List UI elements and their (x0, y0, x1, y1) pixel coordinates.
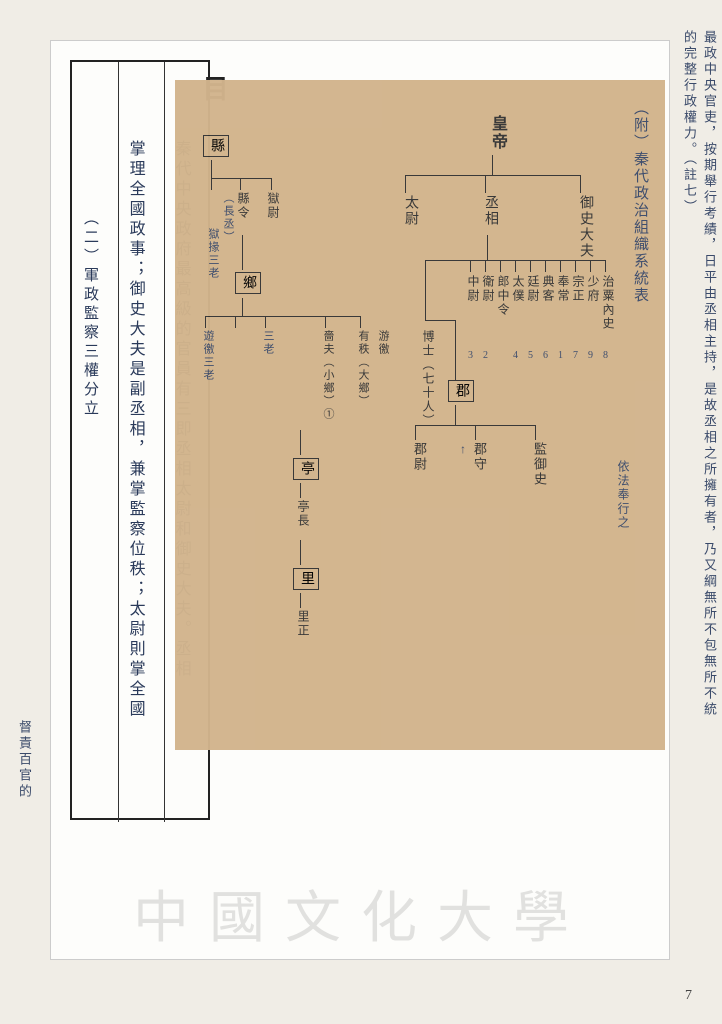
node-minister: 典客 (540, 275, 557, 303)
node-yuwwei: 獄尉 (265, 192, 282, 220)
minister-num: 4 (510, 350, 521, 363)
node-boshi: 博士（七十人） (420, 330, 437, 428)
node-youjiao2: 遊徼三老 (200, 330, 216, 382)
tree-line (425, 260, 426, 320)
node-minister: 少府 (585, 275, 602, 303)
tree-line (500, 260, 501, 272)
tree-line (360, 316, 361, 328)
tree-line (475, 425, 476, 440)
node-li-box: 里 (293, 568, 319, 590)
tree-line (271, 178, 272, 190)
node-minister: 郎中令 (495, 275, 512, 317)
node-minister: 廷尉 (525, 275, 542, 303)
margin-right-note-2: 的完整行政權力。（註七） (680, 30, 699, 430)
node-emperor: 皇帝 (485, 115, 509, 151)
node-sanlao: 三老 (260, 330, 276, 356)
node-xian-box: 縣 (203, 135, 229, 157)
node-minister: 中尉 (465, 275, 482, 303)
tree-line (405, 175, 406, 193)
tree-line (300, 483, 301, 498)
ruled-col-2: 掌理全國政事；御史大夫是副丞相，兼掌監察位秩；太尉則掌全國 (122, 140, 148, 840)
minister-num: 2 (480, 350, 491, 363)
minister-num: 5 (525, 350, 536, 363)
node-jianyushi: 監御史 (530, 442, 549, 487)
tree-line (605, 260, 606, 272)
minister-num: 1 (555, 350, 566, 363)
node-junshou: 郡守 (470, 442, 489, 472)
tree-line (530, 260, 531, 272)
tree-line (205, 316, 360, 317)
tree-line (242, 298, 243, 316)
tree-line (405, 175, 580, 176)
node-junwei: 郡尉 (410, 442, 429, 472)
tree-line (485, 260, 486, 272)
minister-num: 7 (570, 350, 581, 363)
tree-line (300, 430, 301, 455)
node-xianling: 縣令 (235, 192, 252, 220)
minister-num: 6 (540, 350, 551, 363)
arrow-note: ↑ (455, 442, 470, 458)
ruled-col-3-heading: （二）軍政監察三權分立 (78, 210, 102, 610)
node-sefu: 嗇夫（小鄉）① (320, 330, 336, 421)
diagram-title: （附）秦代政治組織系統表 (630, 100, 651, 304)
tree-line (425, 320, 455, 321)
tree-line (590, 260, 591, 272)
rule-line (118, 62, 119, 822)
tree-line (580, 175, 581, 193)
minister-num: 9 (585, 350, 596, 363)
tree-line (575, 260, 576, 272)
tree-line (545, 260, 546, 272)
tree-line (300, 540, 301, 565)
node-ting-box: 亭 (293, 458, 319, 480)
tree-line (485, 175, 486, 193)
node-chengxiang: 丞相 (480, 195, 500, 227)
watermark: 中國文化大學 (0, 873, 722, 954)
tree-line (535, 425, 536, 440)
node-tingzhang: 亭長 (295, 500, 312, 528)
tree-line (455, 405, 456, 425)
page-number: 7 (685, 988, 692, 1004)
tree-line (325, 316, 326, 328)
tree-line (560, 260, 561, 272)
node-zhangcheng: （長丞） (220, 192, 236, 244)
node-minister: 衛尉 (480, 275, 497, 303)
diagram-annotation: 依法奉行之 (615, 460, 632, 530)
tree-line (300, 593, 301, 608)
tree-line (492, 155, 493, 175)
tree-line (211, 178, 271, 179)
node-yushidafu: 御史大夫 (575, 195, 595, 259)
minister-num: 8 (600, 350, 611, 363)
tree-line (455, 320, 456, 380)
tree-line (211, 160, 212, 178)
node-youjiao: 游徼 (375, 330, 391, 356)
node-minister: 宗正 (570, 275, 587, 303)
node-xiang-box: 鄉 (235, 272, 261, 294)
tree-line (211, 178, 212, 190)
tree-line (205, 316, 206, 328)
node-minister: 太僕 (510, 275, 527, 303)
rule-line (164, 62, 165, 822)
tree-line (470, 260, 471, 272)
tree-line (415, 425, 416, 440)
node-jun-box: 郡 (448, 380, 474, 402)
margin-right-note-1: 最政中央官吏，按期舉行考績，日平由丞相主持，是故丞相之所擁有者，乃又綱無所不包無… (700, 30, 719, 1010)
tree-line (515, 260, 516, 272)
kraft-overlay: （附）秦代政治組織系統表 依法奉行之 皇帝 御史大夫 丞相 太尉 治粟內史 少府… (175, 80, 665, 750)
tree-line (235, 316, 236, 328)
node-minister: 奉常 (555, 275, 572, 303)
node-lizheng: 里正 (295, 610, 312, 638)
node-taiwei: 太尉 (400, 195, 420, 227)
minister-num: 3 (465, 350, 476, 363)
node-yuyuan: 獄掾三老 (205, 228, 221, 280)
tree-line (487, 235, 488, 260)
tree-line (240, 178, 241, 190)
node-minister: 治粟內史 (600, 275, 617, 331)
tree-line (265, 316, 266, 328)
node-youzhi: 有秩（大鄉） (355, 330, 371, 408)
tree-line (242, 235, 243, 270)
